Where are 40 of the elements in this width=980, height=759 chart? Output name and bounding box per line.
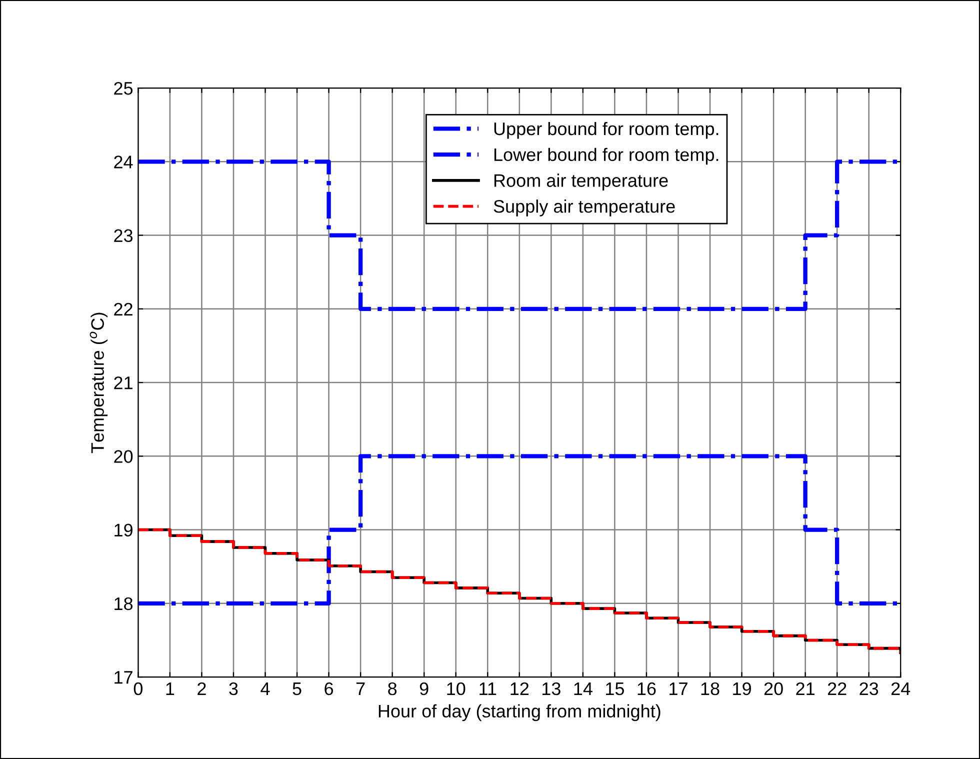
x-tick-label: 10 — [447, 682, 466, 696]
y-tick-label: 20 — [114, 450, 133, 463]
y-axis-title: Temperature ($^{o}$C) — [90, 312, 108, 454]
y-tick-label: 19 — [114, 524, 132, 536]
y-tick-label: 21 — [114, 376, 132, 390]
x-tick-label: 2 — [198, 682, 206, 695]
x-tick-label: 3 — [229, 682, 238, 696]
legend-label: Room air temperature — [494, 174, 668, 191]
x-tick-label: 9 — [420, 682, 428, 696]
y-tick-label: 18 — [114, 597, 133, 610]
y-tick-label: 23 — [114, 229, 133, 242]
x-tick-label: 7 — [356, 682, 365, 695]
y-tick-label: 22 — [114, 302, 132, 316]
x-tick-label: 6 — [324, 682, 334, 696]
x-tick-label: 24 — [891, 682, 910, 695]
y-tick-label: 17 — [114, 671, 132, 684]
x-tick-label: 18 — [701, 682, 720, 696]
legend-label: Lower bound for room temp. — [494, 148, 718, 165]
x-tick-label: 17 — [670, 682, 688, 695]
x-tick-label: 5 — [292, 682, 302, 696]
x-tick-label: 23 — [860, 682, 878, 696]
legend-label: Upper bound for room temp. — [494, 122, 718, 139]
x-tick-label: 13 — [542, 682, 560, 696]
x-tick-label: 0 — [134, 682, 142, 696]
x-tick-label: 15 — [606, 682, 624, 696]
x-tick-label: 11 — [480, 682, 496, 695]
x-tick-label: 1 — [166, 682, 174, 695]
x-tick-label: 22 — [828, 682, 846, 695]
y-tick-label: 24 — [114, 156, 133, 168]
x-axis-title: Hour of day (starting from midnight) — [378, 704, 660, 722]
x-tick-label: 19 — [733, 682, 751, 696]
x-tick-label: 14 — [574, 682, 592, 695]
x-tick-label: 8 — [388, 682, 397, 696]
x-tick-label: 20 — [764, 682, 783, 696]
x-tick-label: 21 — [796, 682, 814, 695]
y-tick-label: 25 — [114, 82, 133, 95]
x-tick-label: 16 — [638, 682, 656, 696]
x-tick-label: 12 — [510, 682, 529, 695]
x-tick-label: 4 — [260, 682, 270, 695]
legend-label: Supply air temperature — [494, 200, 675, 216]
